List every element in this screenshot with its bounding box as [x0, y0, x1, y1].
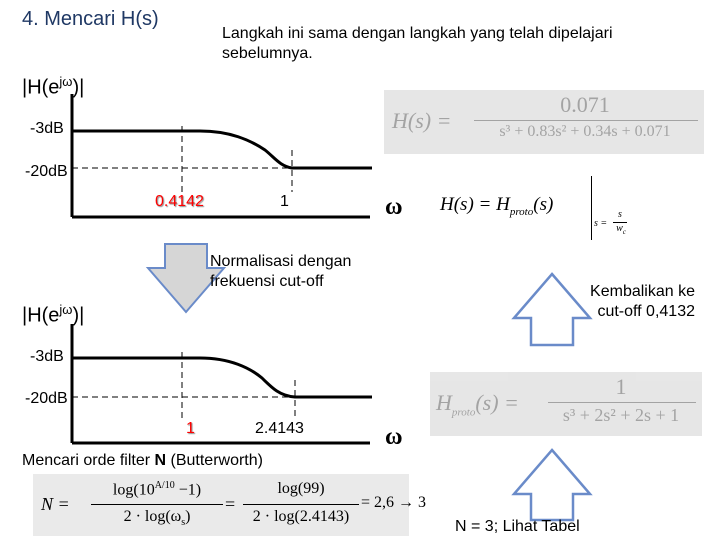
order-equals: =: [225, 494, 236, 514]
order-numerator-1: log(10A/10 −1): [112, 480, 202, 499]
denorm-denominator: s³ + 0.83s² + 0.34s + 0.071: [499, 123, 671, 140]
order-numerator-2: log(99): [277, 480, 325, 497]
denorm-numerator: 0.071: [560, 92, 610, 117]
intro-text: Langkah ini sama dengan langkah yang tel…: [222, 25, 613, 62]
proto-numerator: 1: [615, 374, 627, 399]
proto-denominator: s³ + 2s² + 2s + 1: [562, 405, 680, 425]
top-tick-cutoff: 0.4142: [155, 193, 204, 210]
bottom-omega-label: ω: [385, 424, 403, 450]
top-3db-label: -3dB: [30, 120, 64, 137]
order-result-text: N = 3; Lihat Tabel: [455, 518, 580, 535]
normalization-note: Normalisasi dengan frekuensi cut-off: [210, 253, 352, 290]
top-magnitude-label: |H(ejω)|: [22, 74, 85, 99]
top-20db-label: -20dB: [25, 163, 68, 180]
transform-condition: s =: [594, 218, 608, 229]
order-formula-box: N = log(10A/10 −1) 2 · log(ωs) = log(99)…: [33, 474, 426, 536]
bottom-tick-one: 1: [186, 420, 195, 437]
bottom-magnitude-label: |H(ejω)|: [22, 302, 85, 327]
transform-cond-den: wc: [616, 223, 626, 236]
bottom-3db-label: -3dB: [30, 348, 64, 365]
bottom-tick-stop: 2.4143: [255, 420, 304, 437]
order-lhs: N =: [41, 494, 70, 514]
order-heading: Mencari orde filter N (Butterworth): [22, 452, 263, 469]
top-tick-one: 1: [280, 193, 289, 210]
transform-lhs: H(s) = Hproto(s): [440, 194, 554, 218]
top-response-curve: [72, 129, 372, 170]
bottom-20db-label: -20dB: [25, 390, 68, 407]
down-arrow-icon: [145, 243, 227, 314]
bottom-response-curve: [72, 356, 372, 399]
order-denominator-1: 2 · log(ωs): [123, 508, 191, 529]
order-denominator-2: 2 · log(2.4143): [252, 508, 350, 525]
transform-formula: H(s) = Hproto(s) s = s wc: [440, 174, 680, 244]
order-result-value: = 2,6 → 3: [361, 494, 427, 511]
slide-title: 4. Mencari H(s): [22, 8, 159, 30]
denormalized-formula-box: H(s) = 0.071 s³ + 0.83s² + 0.34s + 0.071: [384, 90, 704, 154]
up-arrow-icon-bottom: [511, 448, 593, 522]
transform-cond-num: s: [618, 209, 622, 220]
denorm-lhs: H(s) =: [392, 108, 452, 133]
top-omega-label: ω: [385, 194, 403, 220]
prototype-formula-box: Hproto(s) = 1 s³ + 2s² + 2s + 1: [430, 372, 702, 436]
return-cutoff-note: Kembalikan ke cut-off 0,4132: [590, 283, 695, 320]
up-arrow-icon-top: [511, 272, 593, 347]
proto-lhs: Hproto(s) =: [436, 390, 519, 419]
